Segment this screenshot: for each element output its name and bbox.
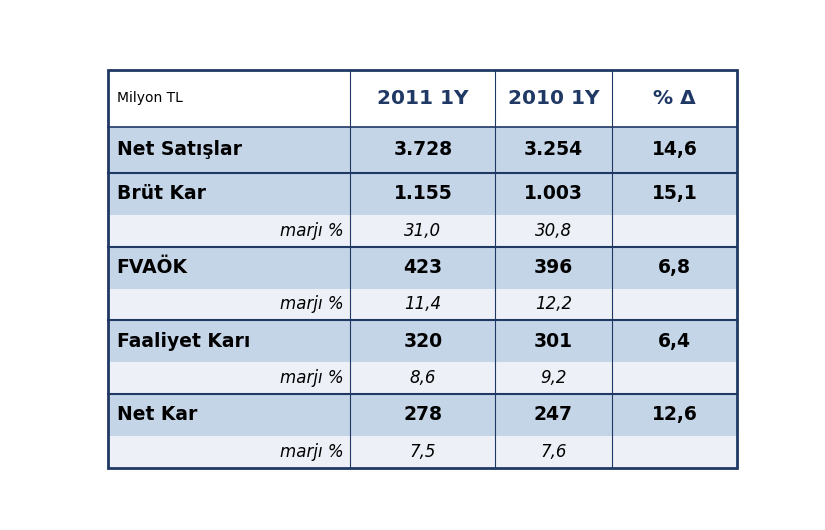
Text: 320: 320 [403, 332, 442, 351]
Text: % Δ: % Δ [653, 89, 695, 108]
Bar [108, 127, 738, 173]
Text: Milyon TL: Milyon TL [116, 91, 182, 105]
Text: Faaliyet Karı: Faaliyet Karı [116, 332, 250, 351]
Text: 9,2: 9,2 [540, 369, 567, 387]
Bar [108, 215, 738, 246]
Text: 423: 423 [403, 258, 442, 277]
Bar [108, 246, 738, 289]
Text: 2011 1Y: 2011 1Y [377, 89, 469, 108]
Text: 278: 278 [403, 405, 442, 425]
Text: 1.155: 1.155 [394, 184, 452, 204]
Text: 3.254: 3.254 [524, 140, 583, 159]
Text: 14,6: 14,6 [652, 140, 697, 159]
Text: marjı %: marjı % [280, 443, 344, 461]
Bar [108, 394, 738, 436]
Text: marjı %: marjı % [280, 369, 344, 387]
Text: 2010 1Y: 2010 1Y [507, 89, 599, 108]
Text: Net Kar: Net Kar [116, 405, 197, 425]
Text: 31,0: 31,0 [404, 222, 441, 240]
Text: marjı %: marjı % [280, 222, 344, 240]
Bar [108, 289, 738, 320]
Text: 1.003: 1.003 [524, 184, 582, 204]
Bar [108, 173, 738, 215]
Text: 3.728: 3.728 [394, 140, 452, 159]
Text: 12,2: 12,2 [535, 295, 572, 313]
Text: Net Satışlar: Net Satışlar [116, 140, 242, 159]
Text: 301: 301 [534, 332, 573, 351]
Text: 247: 247 [534, 405, 573, 425]
Text: 30,8: 30,8 [535, 222, 572, 240]
Text: 7,6: 7,6 [540, 443, 567, 461]
Text: marjı %: marjı % [280, 295, 344, 313]
Text: Brüt Kar: Brüt Kar [116, 184, 205, 204]
Bar [108, 70, 738, 127]
Text: 396: 396 [534, 258, 573, 277]
Text: 15,1: 15,1 [652, 184, 697, 204]
Text: 6,4: 6,4 [658, 332, 691, 351]
Text: 6,8: 6,8 [658, 258, 691, 277]
Bar [108, 436, 738, 467]
Text: 8,6: 8,6 [409, 369, 436, 387]
Text: 7,5: 7,5 [409, 443, 436, 461]
Text: 12,6: 12,6 [652, 405, 697, 425]
Text: 11,4: 11,4 [404, 295, 441, 313]
Bar [108, 320, 738, 363]
Text: FVAÖK: FVAÖK [116, 258, 187, 277]
Bar [108, 363, 738, 394]
